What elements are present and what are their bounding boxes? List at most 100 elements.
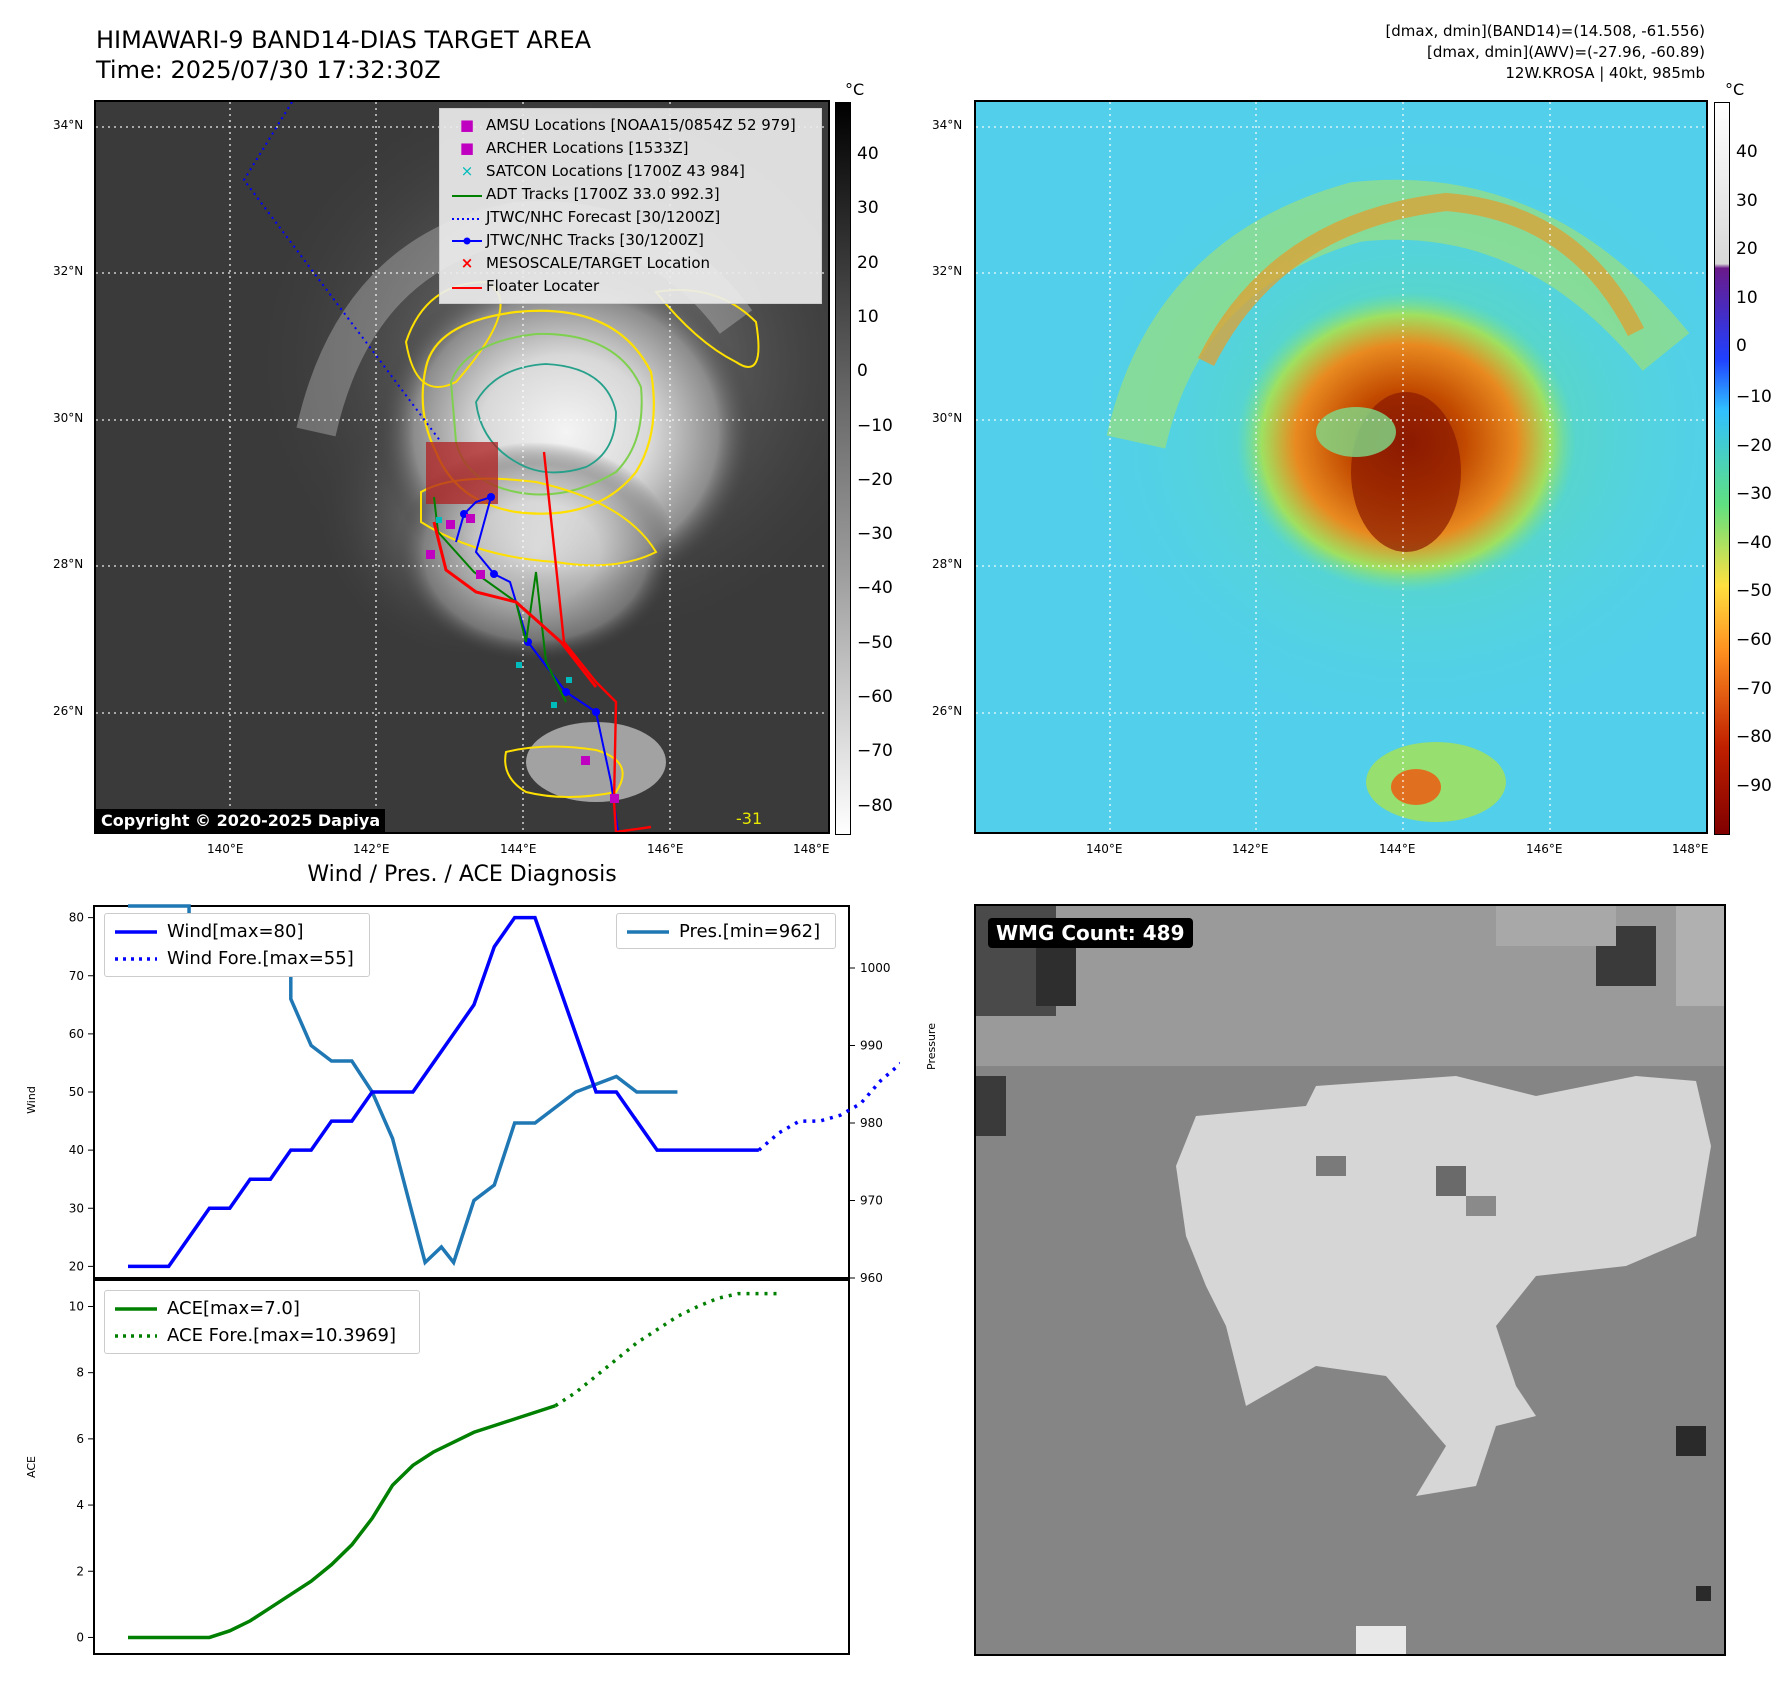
colorbar-tick: −30 — [1736, 484, 1772, 505]
colorbar-tick: −50 — [857, 632, 893, 653]
ace-forecast-series-line — [554, 1291, 780, 1408]
colorbar-tick: 40 — [1736, 142, 1758, 162]
lon-label: 142°E — [1232, 842, 1269, 856]
colorbar-tick: −80 — [1736, 727, 1772, 748]
dotted-line-icon — [115, 1333, 157, 1338]
color-enhanced-map — [974, 100, 1708, 834]
pressure-tick-label: 990 — [860, 1039, 883, 1053]
ace-tick-label: 0 — [76, 1630, 84, 1644]
wmg-pixel-image: WMG Count: 489 — [974, 904, 1726, 1656]
colorbar-tick: −70 — [857, 741, 893, 762]
map-legend: ■ AMSU Locations [NOAA15/0854Z 52 979] ■ A… — [439, 108, 822, 304]
wind-tick-label: 50 — [69, 1085, 84, 1099]
legend-item-satcon: × SATCON Locations [1700Z 43 984] — [448, 159, 813, 182]
colorbar-tick: −90 — [1736, 775, 1772, 796]
colorbar-tick: −40 — [1736, 532, 1772, 553]
ace-axis-label: ACE — [25, 1456, 38, 1478]
solid-line-icon — [115, 1306, 157, 1311]
legend-item-jtwc-tracks: JTWC/NHC Tracks [30/1200Z] — [448, 228, 813, 251]
lat-label: 28°N — [932, 557, 963, 571]
legend-item-adt: ADT Tracks [1700Z 33.0 992.3] — [448, 182, 813, 205]
colorbar-unit: °C — [1725, 80, 1745, 99]
wind-legend: Wind[max=80] Wind Fore.[max=55] — [104, 913, 370, 977]
x-marker-icon: × — [460, 161, 474, 180]
lon-label: 140°E — [1086, 842, 1123, 856]
color-map-layer — [976, 102, 1706, 832]
lon-label: 144°E — [500, 842, 537, 856]
square-marker-icon: ■ — [459, 115, 475, 134]
wind-axis-label: Wind — [25, 1086, 38, 1114]
pressure-tick-label: 960 — [860, 1271, 883, 1285]
dotted-line-icon — [115, 956, 157, 961]
colorbar-tick: −70 — [1736, 678, 1772, 699]
colorbar-tick: 20 — [857, 252, 879, 273]
lat-label: 30°N — [53, 411, 84, 425]
color-colorbar — [1714, 102, 1730, 835]
lon-label: 140°E — [207, 842, 244, 856]
solid-line-icon — [627, 929, 669, 934]
lat-label: 28°N — [53, 557, 84, 571]
ace-tick-label: 8 — [76, 1366, 84, 1380]
ace-legend: ACE[max=7.0] ACE Fore.[max=10.3969] — [104, 1290, 420, 1354]
lon-label: 148°E — [793, 842, 830, 856]
legend-item-archer: ■ ARCHER Locations [1533Z] — [448, 136, 813, 159]
lat-label: 34°N — [932, 118, 963, 132]
copyright-label: Copyright © 2020-2025 Dapiya — [96, 809, 386, 832]
grayscale-colorbar — [835, 102, 851, 835]
colorbar-tick: 10 — [1736, 287, 1758, 308]
solid-line-icon — [448, 185, 486, 203]
wind-tick-label: 60 — [69, 1027, 84, 1041]
wind-series-line — [128, 915, 759, 1269]
ace-tick-label: 2 — [76, 1564, 84, 1578]
ace-series-line — [128, 1404, 556, 1640]
grayscale-satellite-map: -31 ■ AMSU Locations [NOAA15/0854Z 52 979… — [94, 100, 830, 834]
lat-label: 32°N — [53, 264, 84, 278]
contour-label: -31 — [736, 809, 762, 828]
legend-item-amsu: ■ AMSU Locations [NOAA15/0854Z 52 979] — [448, 113, 813, 136]
square-marker-icon: ■ — [459, 138, 475, 157]
legend-item-jtwc-forecast: JTWC/NHC Forecast [30/1200Z] — [448, 205, 813, 228]
pressure-axis-label-text: Pressure — [925, 1023, 938, 1070]
ace-tick-label: 6 — [76, 1432, 84, 1446]
legend-item-mesoscale: × MESOSCALE/TARGET Location — [448, 251, 813, 274]
colorbar-tick: 0 — [1736, 336, 1747, 357]
ace-tick-label: 10 — [69, 1299, 84, 1313]
wind-tick-label: 70 — [69, 969, 84, 983]
colorbar-tick: 30 — [857, 198, 879, 219]
x-marker-icon: × — [460, 253, 474, 272]
colorbar-tick: 0 — [857, 361, 868, 382]
lon-label: 142°E — [353, 842, 390, 856]
lat-label: 26°N — [932, 704, 963, 718]
colorbar-tick: 10 — [857, 306, 879, 327]
info-line1: [dmax, dmin](BAND14)=(14.508, -61.556) — [1385, 22, 1705, 40]
lat-label: 34°N — [53, 118, 84, 132]
figure-title-line2: Time: 2025/07/30 17:32:30Z — [96, 56, 441, 84]
pressure-tick-label: 980 — [860, 1116, 883, 1130]
solid-line-icon — [448, 277, 486, 295]
colorbar-tick: −10 — [1736, 387, 1772, 407]
wind-tick-label: 80 — [69, 911, 84, 925]
info-line2: [dmax, dmin](AWV)=(-27.96, -60.89) — [1426, 43, 1705, 61]
solid-line-icon — [115, 929, 157, 934]
wmg-image-layer — [976, 906, 1724, 1654]
colorbar-tick: −10 — [857, 415, 893, 436]
lon-label: 148°E — [1672, 842, 1709, 856]
colorbar-tick: −60 — [857, 687, 893, 707]
colorbar-unit: °C — [845, 80, 865, 99]
lat-label: 26°N — [53, 704, 84, 718]
colorbar-tick: −20 — [857, 469, 893, 490]
colorbar-tick: −60 — [1736, 630, 1772, 650]
wind-tick-label: 40 — [69, 1143, 84, 1157]
wmg-count-label: WMG Count: 489 — [988, 918, 1193, 948]
colorbar-tick: −20 — [1736, 435, 1772, 456]
colorbar-tick: −80 — [857, 795, 893, 816]
pressure-tick-label: 1000 — [860, 961, 891, 975]
lat-label: 30°N — [932, 411, 963, 425]
dotted-line-icon — [448, 208, 486, 226]
lon-label: 146°E — [647, 842, 684, 856]
pressure-legend: Pres.[min=962] — [616, 913, 836, 949]
legend-item-floater: Floater Locater — [448, 274, 813, 297]
colorbar-tick: 20 — [1736, 239, 1758, 260]
diag-title: Wind / Pres. / ACE Diagnosis — [307, 862, 617, 887]
